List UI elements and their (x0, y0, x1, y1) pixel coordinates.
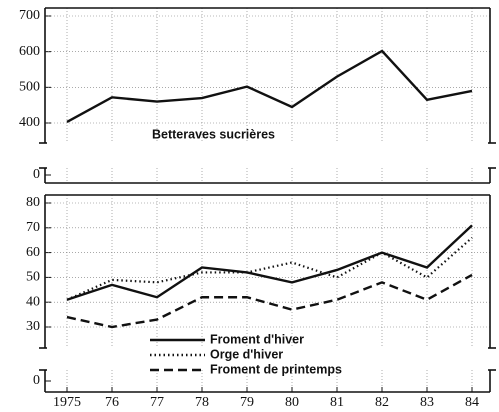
x-tick-label: 78 (195, 395, 209, 410)
x-tick-label: 1975 (53, 395, 81, 410)
y-tick-label: 30 (26, 319, 40, 334)
x-tick-label: 83 (420, 395, 434, 410)
series-line (66, 273, 473, 329)
y-tick-label: 40 (26, 294, 40, 309)
x-tick-label: 82 (375, 395, 389, 410)
y-tick-label: 60 (26, 245, 40, 260)
x-tick-label: 77 (150, 395, 164, 410)
y-tick-label: 700 (19, 8, 40, 23)
x-tick-label: 76 (105, 395, 119, 410)
x-tick-label: 81 (330, 395, 344, 410)
x-tick-label: 84 (465, 395, 479, 410)
legend-label: Froment d'hiver (210, 332, 304, 346)
y-tick-label: 600 (19, 44, 40, 59)
series-line (66, 236, 473, 301)
y-tick-label: 0 (33, 167, 40, 182)
series-line (66, 224, 473, 301)
series-line (66, 49, 473, 123)
legend-label: Froment de printemps (210, 362, 342, 376)
annotation: Betteraves sucrières (152, 127, 275, 141)
y-tick-label: 0 (33, 373, 40, 388)
legend-label: Orge d'hiver (210, 347, 283, 361)
y-tick-label: 50 (26, 270, 40, 285)
x-tick-label: 79 (240, 395, 254, 410)
y-tick-label: 80 (26, 195, 40, 210)
x-tick-label: 80 (285, 395, 299, 410)
y-tick-label: 400 (19, 115, 40, 130)
y-tick-label: 70 (26, 220, 40, 235)
y-tick-label: 500 (19, 80, 40, 95)
